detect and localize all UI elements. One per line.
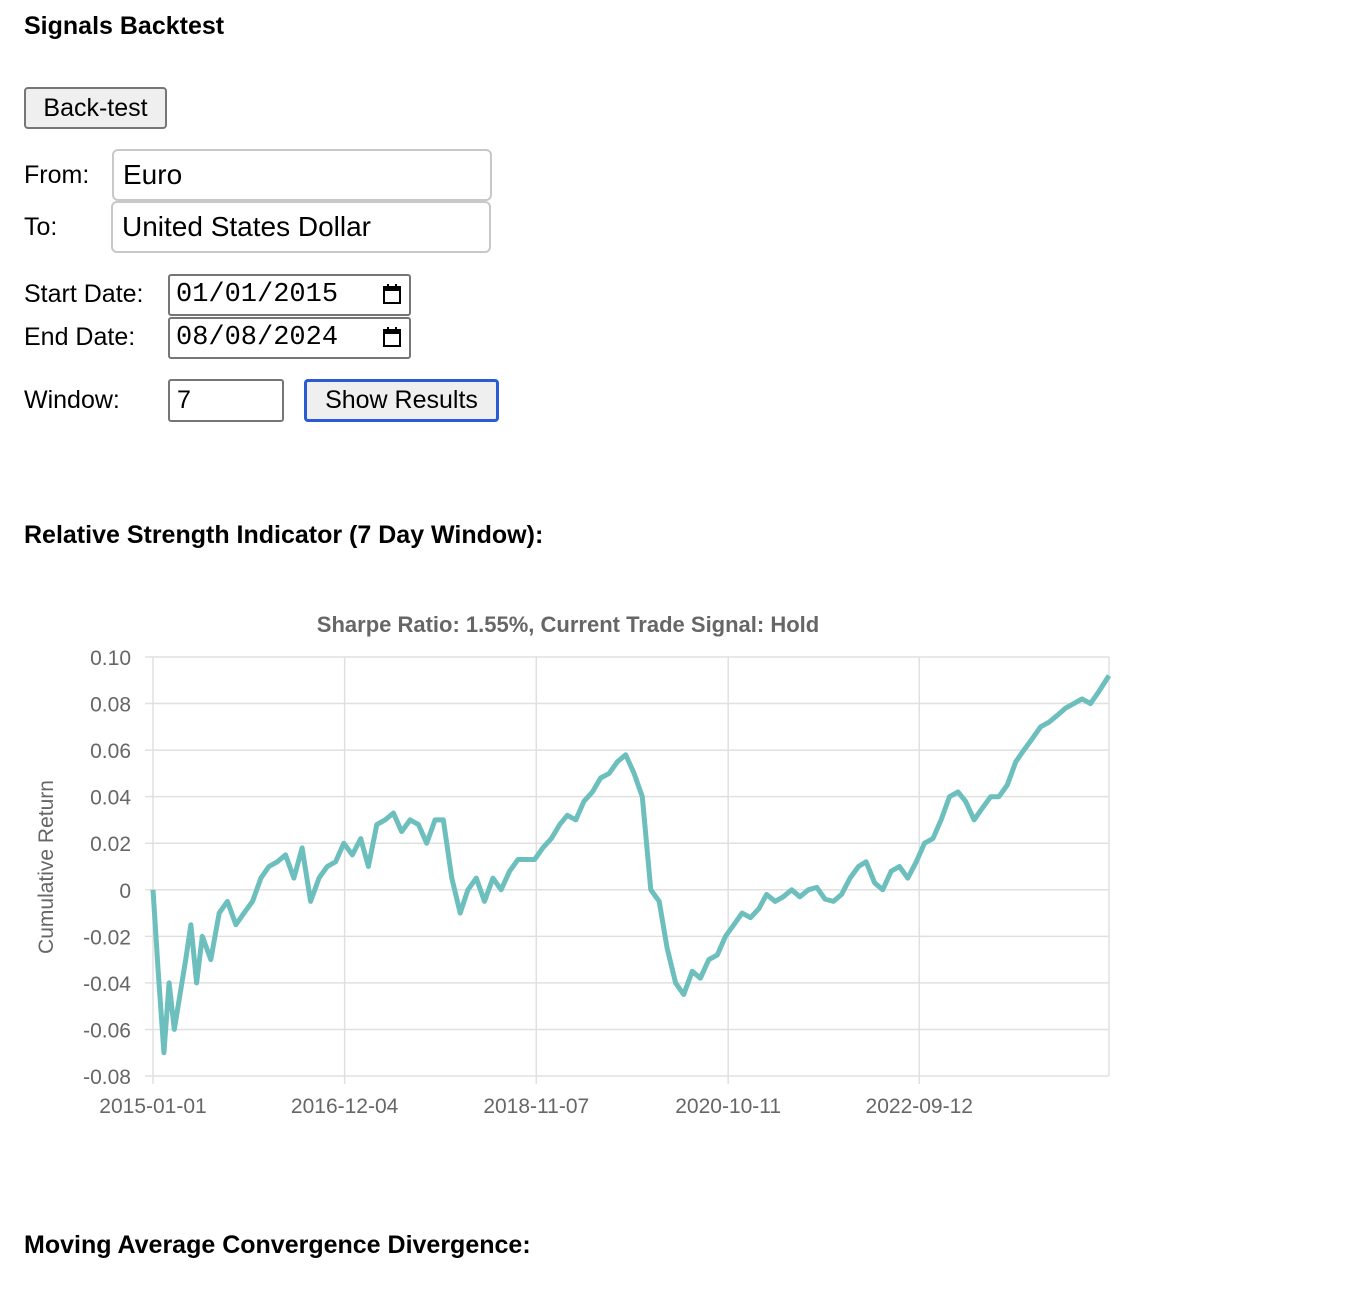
from-currency-value: Euro	[123, 159, 183, 190]
start-date-input[interactable]: 01/01/2015	[168, 274, 411, 316]
macd-section-heading: Moving Average Convergence Divergence:	[24, 1231, 531, 1259]
end-date-label: End Date:	[24, 323, 136, 351]
chart-y-ticks: 0.10 0.08 0.06 0.04 0.02 0 -0.02 -0.04 -0.06 -0.0…	[83, 647, 131, 1089]
chart-series-line	[150, 674, 1112, 1056]
chart-x-ticks: 2015-01-01 2016-12-04 2018-11-07 2020-10-11…	[99, 1095, 973, 1118]
chart-grid	[145, 656, 1110, 1084]
window-label: Window:	[24, 386, 120, 414]
window-input[interactable]: 7	[168, 379, 284, 422]
chart-y-tick-label: 0.10	[90, 647, 131, 670]
chart-y-tick-label: 0.06	[90, 740, 131, 763]
start-date-value: 01/01/2015	[176, 280, 339, 310]
chart-x-tick-label: 2015-01-01	[99, 1095, 206, 1118]
chart-x-tick-label: 2020-10-11	[675, 1095, 781, 1118]
chart-y-tick-label: -0.04	[83, 973, 131, 996]
to-label: To:	[24, 213, 58, 241]
chart-y-axis-label: Cumulative Return	[35, 780, 58, 954]
chart-y-tick-label: 0.04	[90, 787, 131, 810]
chart-x-tick-label: 2016-12-04	[291, 1095, 399, 1118]
chart-y-tick-label: 0.02	[90, 833, 131, 856]
chart-y-tick-label: -0.02	[83, 926, 131, 949]
calendar-icon[interactable]	[383, 327, 401, 347]
rsi-chart-svg: Sharpe Ratio: 1.55%, Current Trade Signa…	[35, 612, 1112, 1118]
rsi-chart: Sharpe Ratio: 1.55%, Current Trade Signa…	[0, 590, 1140, 1140]
rsi-section-heading: Relative Strength Indicator (7 Day Windo…	[24, 521, 544, 549]
window-value: 7	[177, 386, 191, 414]
to-currency-field[interactable]: United States Dollar	[111, 201, 491, 253]
backtest-button[interactable]: Back-test	[24, 87, 167, 129]
page-title: Signals Backtest	[24, 12, 225, 40]
start-date-label: Start Date:	[24, 280, 144, 308]
to-currency-value: United States Dollar	[122, 211, 372, 242]
end-date-input[interactable]: 08/08/2024	[168, 317, 411, 359]
chart-y-tick-label: -0.08	[83, 1066, 131, 1089]
chart-title: Sharpe Ratio: 1.55%, Current Trade Signa…	[317, 612, 819, 637]
chart-y-tick-label: 0	[119, 880, 131, 903]
chart-x-tick-label: 2018-11-07	[483, 1095, 589, 1118]
calendar-icon[interactable]	[383, 284, 401, 304]
from-currency-field[interactable]: Euro	[112, 149, 492, 201]
chart-y-tick-label: 0.08	[90, 694, 131, 717]
chart-y-tick-label: -0.06	[83, 1019, 131, 1042]
show-results-button[interactable]: Show Results	[304, 379, 499, 422]
end-date-value: 08/08/2024	[176, 323, 339, 353]
chart-x-tick-label: 2022-09-12	[866, 1095, 973, 1118]
from-label: From:	[24, 161, 90, 189]
